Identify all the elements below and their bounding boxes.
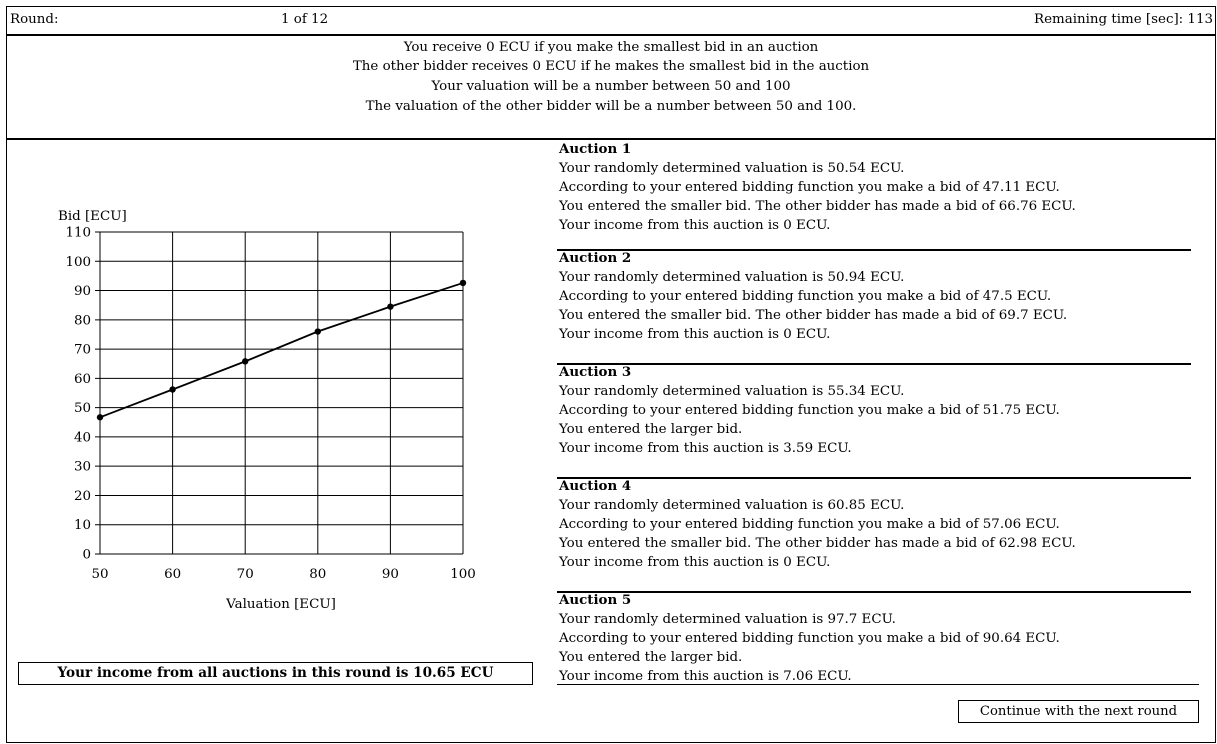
auction-title: Auction 4	[559, 478, 632, 494]
auction-valuation: Your randomly determined valuation is 55…	[559, 384, 905, 399]
auction-block: Auction 5 Your randomly determined valuat…	[557, 591, 1191, 705]
chart-ticks: 0 10 20 30 40 50 60 70 80 90 100 110 50 60 70 80 90 100	[65, 226, 475, 583]
auction-title: Auction 1	[559, 141, 632, 157]
auction-result: You entered the larger bid.	[559, 650, 743, 665]
auction-result: You entered the smaller bid. The other b…	[559, 199, 1076, 214]
x-tick-label: 100	[450, 567, 476, 582]
y-tick-label: 40	[74, 430, 91, 445]
x-tick-label: 60	[164, 567, 181, 582]
auction-valuation: Your randomly determined valuation is 50…	[559, 161, 905, 176]
auction-bid: According to your entered bidding functi…	[559, 517, 1060, 532]
auction-title: Auction 2	[559, 250, 632, 266]
chart-grid	[95, 231, 464, 555]
auction-title: Auction 5	[559, 592, 632, 608]
auction-bid: According to your entered bidding functi…	[559, 180, 1060, 195]
auction-result: You entered the smaller bid. The other b…	[559, 308, 1068, 323]
bid-point	[96, 414, 104, 421]
bid-point	[459, 279, 467, 287]
rules-panel: You receive 0 ECU if you make the smalle…	[7, 36, 1215, 140]
auction-income: Your income from this auction is 7.06 EC…	[559, 669, 852, 684]
auction-income: Your income from this auction is 0 ECU.	[559, 218, 831, 233]
divider	[557, 684, 1199, 685]
remaining-time: Remaining time [sec]: 113	[1034, 12, 1213, 27]
bid-point	[242, 358, 249, 365]
auction-valuation: Your randomly determined valuation is 50…	[559, 270, 905, 285]
total-income-box: Your income from all auctions in this ro…	[18, 662, 533, 685]
y-tick-label: 0	[82, 548, 91, 563]
auction-result: You entered the larger bid.	[559, 422, 743, 437]
auction-valuation: Your randomly determined valuation is 60…	[559, 498, 905, 513]
auction-block: Auction 3 Your randomly determined valuat…	[557, 363, 1191, 477]
bid-point	[387, 303, 394, 310]
x-tick-label: 80	[309, 567, 326, 582]
experiment-screen: Round: 1 of 12 Remaining time [sec]: 113…	[6, 6, 1216, 743]
y-tick-label: 110	[65, 226, 91, 241]
rule-line: The valuation of the other bidder will b…	[365, 99, 857, 114]
auction-bid: According to your entered bidding functi…	[559, 289, 1052, 304]
auction-result: You entered the smaller bid. The other b…	[559, 536, 1076, 551]
auction-valuation: Your randomly determined valuation is 97…	[559, 612, 896, 627]
x-tick-label: 70	[237, 567, 254, 582]
y-tick-label: 20	[74, 489, 91, 504]
y-axis-label: Bid [ECU]	[58, 209, 127, 224]
auction-income: Your income from this auction is 0 ECU.	[559, 327, 831, 342]
y-tick-label: 90	[74, 284, 91, 299]
y-tick-label: 60	[74, 372, 91, 387]
bidding-function-chart: 0 10 20 30 40 50 60 70 80 90 100 110 50 60 70 80 90 100 B…	[58, 209, 476, 612]
rule-line: You receive 0 ECU if you make the smalle…	[403, 40, 819, 55]
y-tick-label: 80	[74, 313, 91, 328]
auction-bid: According to your entered bidding functi…	[559, 403, 1060, 418]
y-tick-label: 50	[74, 401, 91, 416]
x-tick-label: 50	[91, 567, 108, 582]
x-tick-label: 90	[382, 567, 399, 582]
rule-line: The other bidder receives 0 ECU if he ma…	[352, 59, 870, 74]
auction-income: Your income from this auction is 3.59 EC…	[559, 441, 852, 456]
y-tick-label: 70	[74, 343, 91, 358]
auction-income: Your income from this auction is 0 ECU.	[559, 555, 831, 570]
header-bar: Round: 1 of 12 Remaining time [sec]: 113	[7, 7, 1215, 36]
round-label: Round:	[10, 12, 59, 27]
y-tick-label: 30	[74, 460, 91, 475]
bid-point	[169, 386, 176, 393]
continue-button[interactable]: Continue with the next round	[958, 700, 1199, 723]
auction-block: Auction 2 Your randomly determined valuat…	[557, 249, 1191, 363]
auction-block: Auction 4 Your randomly determined valuat…	[557, 477, 1191, 591]
x-axis-label: Valuation [ECU]	[225, 597, 336, 612]
y-tick-label: 10	[74, 518, 91, 533]
round-value: 1 of 12	[281, 12, 329, 27]
auction-title: Auction 3	[559, 364, 632, 380]
bid-point	[314, 328, 321, 335]
rule-line: Your valuation will be a number between …	[431, 79, 791, 94]
bid-function-line	[99, 282, 464, 419]
chart-series	[96, 279, 467, 421]
y-tick-label: 100	[65, 255, 91, 270]
auction-block: Auction 1 Your randomly determined valuat…	[557, 141, 1191, 255]
auction-bid: According to your entered bidding functi…	[559, 631, 1060, 646]
